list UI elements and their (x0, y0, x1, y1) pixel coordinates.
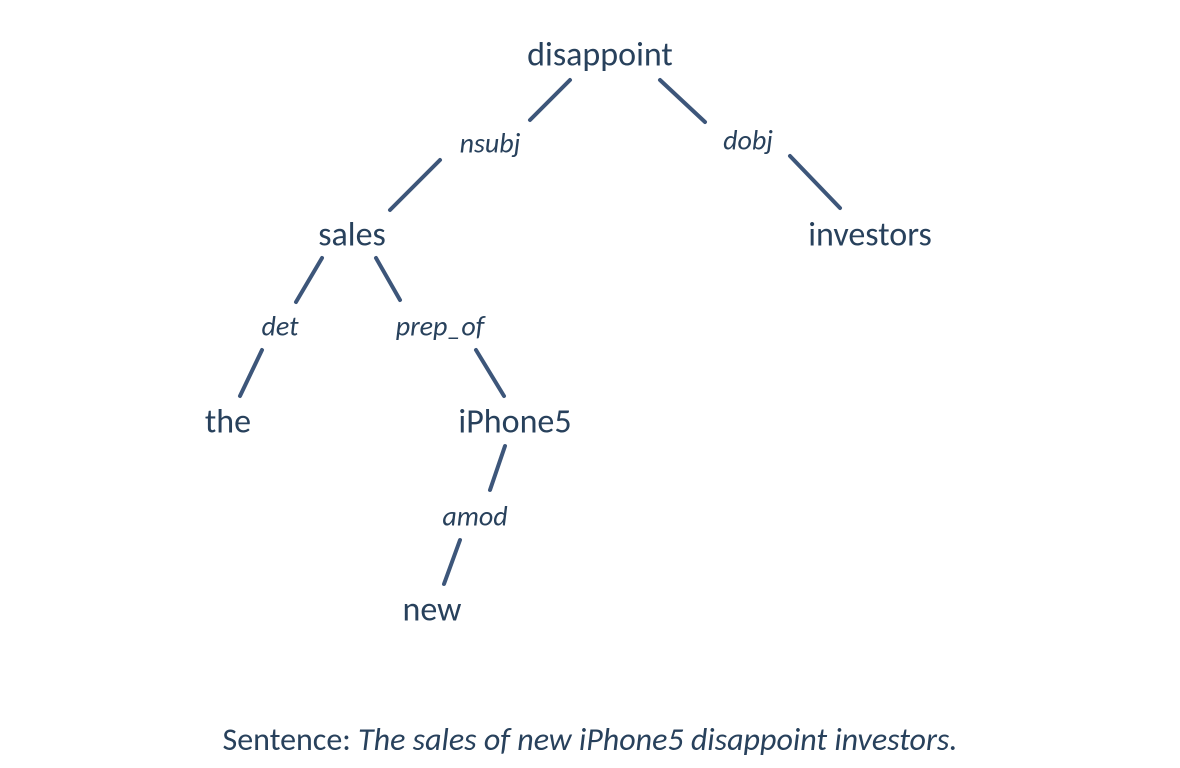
tree-node: disappoint (527, 35, 673, 76)
tree-node: investors (808, 215, 932, 256)
edge-label: nsubj (460, 126, 521, 161)
dependency-tree: nsubj dobj det prep_ofamod disappoint sales in… (0, 0, 1180, 768)
sentence-caption: Sentence: The sales of new iPhone5 disap… (223, 720, 958, 759)
edge-label: dobj (723, 123, 773, 158)
tree-node: sales (318, 215, 386, 256)
tree-edges (0, 0, 1180, 768)
edge-label: det (262, 309, 299, 344)
caption-prefix: Sentence: (223, 720, 359, 759)
caption-text: The sales of new iPhone5 disappoint inve… (358, 720, 957, 759)
tree-node: iPhone5 (458, 402, 571, 443)
tree-node: new (403, 590, 462, 631)
tree-node: the (205, 402, 251, 443)
edge-label: prep_of (396, 309, 485, 344)
edge-label: amod (442, 499, 507, 534)
